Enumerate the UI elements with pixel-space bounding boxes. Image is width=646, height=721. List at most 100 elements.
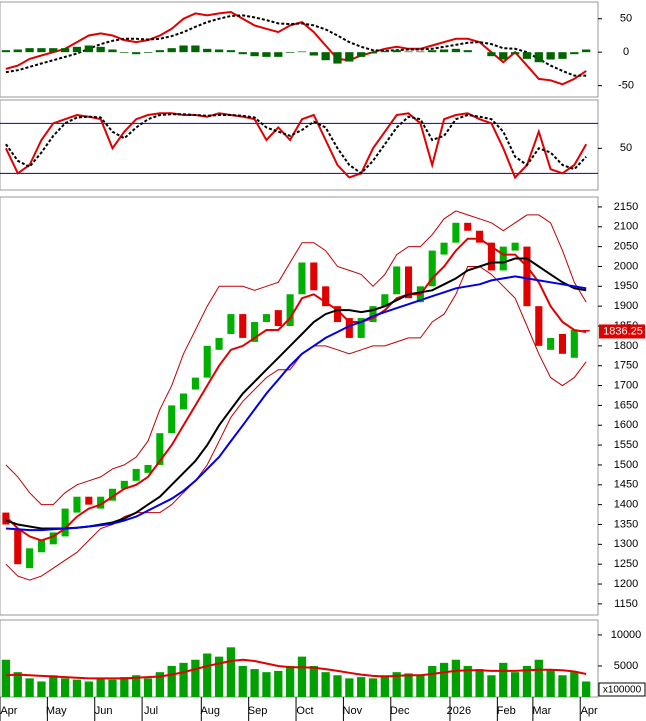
y-tick-label: 5000 [614, 660, 638, 672]
bar [451, 659, 461, 697]
candle [179, 393, 188, 410]
bar [1, 50, 11, 53]
bar [179, 45, 188, 53]
candle [558, 333, 567, 354]
bar [499, 662, 508, 697]
bar [96, 678, 105, 697]
bar [238, 665, 247, 697]
candle [345, 318, 353, 338]
bar [357, 677, 366, 697]
y-tick-label: 1750 [614, 360, 638, 372]
bar [191, 659, 200, 697]
bar [451, 48, 461, 53]
bar [285, 52, 295, 53]
bar [250, 52, 259, 57]
bar [13, 672, 22, 697]
candle [132, 468, 140, 481]
bar [72, 46, 82, 53]
x-tick-label: Feb [497, 705, 516, 717]
panel-frame [0, 1, 599, 98]
candle [85, 496, 93, 505]
bar [510, 672, 520, 697]
candle [168, 405, 176, 434]
bar [392, 50, 401, 53]
x-tick-label: Oct [296, 705, 313, 717]
bar [49, 48, 58, 53]
bar [487, 52, 496, 57]
bar [357, 52, 366, 57]
bar [143, 678, 153, 697]
y-tick-label: 1650 [614, 399, 638, 411]
candle [487, 242, 495, 271]
y-tick-label: 0 [623, 46, 629, 58]
y-tick-label: -50 [618, 80, 634, 92]
y-tick-label: 1200 [614, 578, 638, 590]
y-tick-label: 50 [620, 13, 632, 25]
bar [404, 51, 413, 53]
x-tick-label: Sep [248, 705, 268, 717]
series-line [5, 10, 587, 86]
candle [191, 377, 199, 390]
y-tick-label: 1500 [614, 459, 638, 471]
y-tick-label: 2100 [614, 221, 638, 233]
x-tick-label: May [46, 705, 67, 717]
x-tick-label: Dec [390, 705, 410, 717]
x-tick-label: Aug [200, 705, 220, 717]
last-price-box [599, 324, 645, 339]
candle [262, 314, 270, 323]
bar [167, 48, 176, 53]
bar [309, 52, 318, 56]
y-tick-label: 1450 [614, 479, 638, 491]
bar [274, 670, 283, 697]
bar [25, 678, 34, 697]
series-line [4, 112, 588, 180]
y-tick-label: 1700 [614, 379, 638, 391]
candle [322, 286, 330, 307]
y-tick-label: 10000 [611, 629, 642, 641]
bar [368, 52, 378, 54]
bar [333, 52, 342, 64]
candle [61, 508, 69, 537]
candle [2, 512, 10, 525]
bar [333, 675, 342, 697]
bar [321, 672, 330, 697]
series-line [5, 14, 587, 77]
candle [404, 266, 413, 299]
bar [570, 52, 579, 55]
bar [214, 656, 224, 697]
bar [463, 50, 472, 53]
bar [297, 656, 307, 697]
bar [582, 681, 591, 697]
bar [428, 50, 437, 53]
bar [179, 662, 188, 697]
bar [475, 669, 484, 697]
bar [60, 48, 70, 53]
bar [132, 675, 141, 697]
bar [143, 52, 153, 53]
bar [108, 679, 117, 697]
series-line [5, 266, 587, 581]
candle [49, 532, 57, 545]
candle [570, 329, 578, 358]
candle [298, 262, 306, 295]
candle [535, 306, 543, 346]
bar [120, 52, 129, 53]
candle [523, 246, 531, 307]
bar [203, 48, 212, 53]
x-tick-label: Apr [0, 705, 17, 717]
y-tick-label: 1400 [614, 499, 638, 511]
candle [97, 496, 105, 509]
panel-frame [0, 99, 599, 191]
bar [274, 52, 283, 57]
bar [238, 52, 247, 55]
bar [558, 52, 567, 59]
x-tick-label: Nov [343, 705, 363, 717]
y-tick-label: 1250 [614, 558, 638, 570]
bar [428, 665, 437, 697]
bar [191, 45, 200, 53]
series-line [5, 275, 587, 532]
bar [439, 49, 449, 53]
bar [558, 675, 567, 697]
